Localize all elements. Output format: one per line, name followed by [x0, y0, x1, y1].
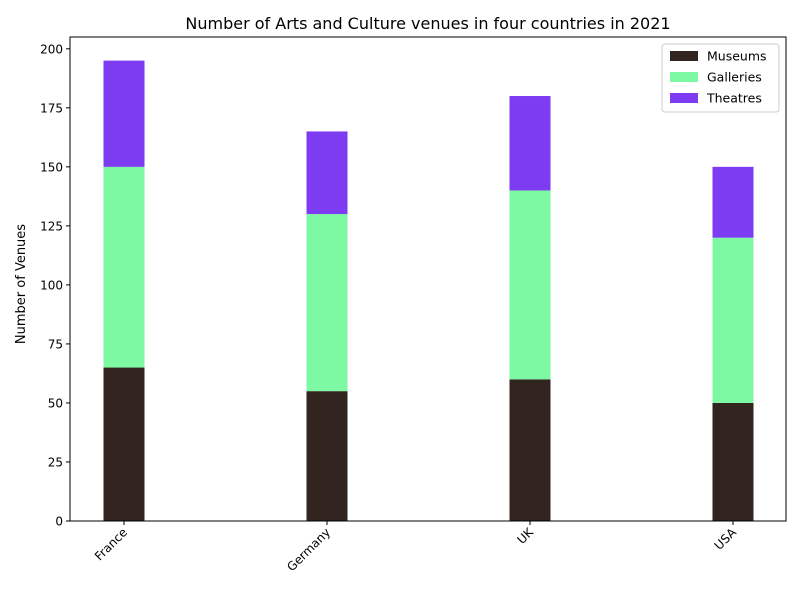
legend-swatch-museums [670, 51, 698, 61]
bar-theatres-france [103, 60, 145, 167]
chart-title: Number of Arts and Culture venues in fou… [185, 14, 670, 33]
bar-galleries-germany [306, 214, 348, 392]
legend-swatch-galleries [670, 72, 698, 82]
legend: Museums Galleries Theatres [661, 43, 780, 113]
x-tick-label-germany: Germany [284, 525, 333, 574]
plot-frame [69, 36, 787, 522]
y-tick-label: 125 [40, 219, 63, 233]
bar-museums-usa [712, 402, 754, 521]
y-tick-label: 200 [40, 42, 63, 56]
y-tick-label: 25 [48, 455, 63, 469]
bar-theatres-germany [306, 131, 348, 215]
y-tick-label: 175 [40, 101, 63, 115]
axes-group: 0 25 50 75 100 125 150 175 200 France Germany UK USA [40, 36, 787, 574]
bar-galleries-france [103, 166, 145, 368]
bar-theatres-uk [509, 96, 551, 191]
bar-galleries-usa [712, 237, 754, 403]
y-tick-label: 50 [48, 396, 63, 410]
x-tick-label-uk: UK [514, 524, 536, 546]
bar-museums-france [103, 367, 145, 521]
bars-group [103, 60, 754, 521]
y-tick-label: 100 [40, 278, 63, 292]
x-tick-label-usa: USA [712, 525, 740, 553]
y-tick-label: 150 [40, 160, 63, 174]
bar-museums-uk [509, 379, 551, 521]
legend-label-galleries: Galleries [707, 70, 762, 85]
legend-label-museums: Museums [707, 49, 767, 64]
y-tick-label: 0 [55, 515, 63, 529]
bar-museums-germany [306, 391, 348, 521]
legend-label-theatres: Theatres [706, 91, 762, 106]
y-tick-label: 75 [48, 337, 63, 351]
legend-swatch-theatres [670, 93, 698, 103]
bar-theatres-usa [712, 166, 754, 238]
bar-galleries-uk [509, 190, 551, 380]
x-tick-label-france: France [92, 525, 130, 563]
y-axis-label: Number of Venues [14, 224, 29, 344]
